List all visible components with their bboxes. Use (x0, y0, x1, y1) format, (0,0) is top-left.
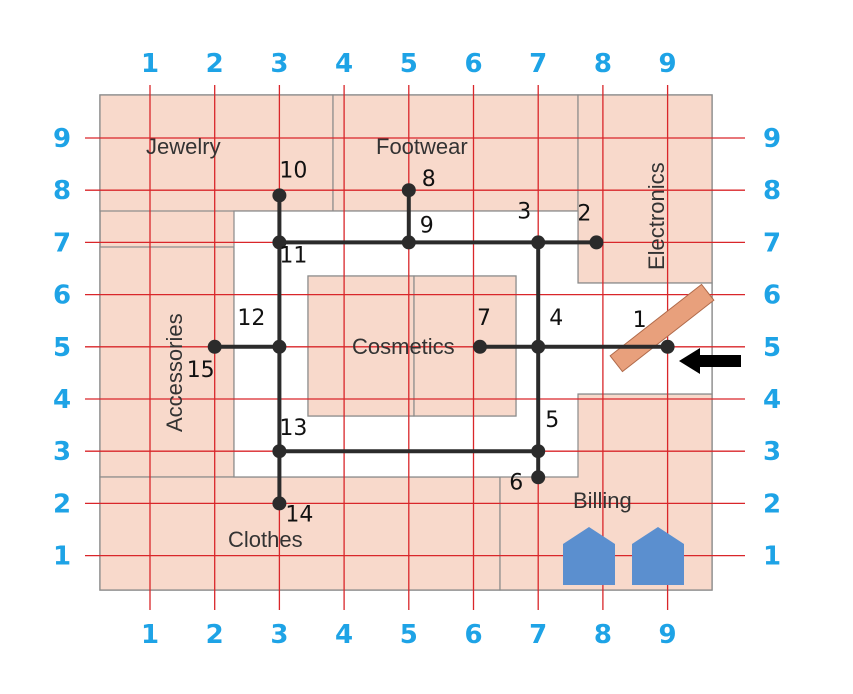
y-tick-label-right: 7 (763, 228, 781, 258)
y-tick-label-left: 4 (53, 385, 71, 415)
path-node (401, 235, 416, 250)
path-node-label: 14 (285, 502, 313, 527)
y-tick-label-right: 9 (763, 124, 781, 154)
path-node-label: 10 (279, 158, 307, 183)
path-node (401, 183, 416, 198)
clothes-label: Clothes (228, 527, 303, 552)
path-node-label: 12 (237, 306, 265, 331)
electronics-area (577, 94, 713, 284)
y-tick-label-left: 6 (53, 281, 71, 311)
y-tick-label-right: 2 (763, 489, 781, 519)
path-node (272, 339, 287, 354)
x-tick-label-top: 8 (594, 49, 612, 79)
footwear-area (332, 94, 579, 212)
x-tick-label-top: 6 (464, 49, 482, 79)
y-tick-label-left: 8 (53, 176, 71, 206)
x-tick-label-bottom: 2 (206, 620, 224, 650)
x-tick-label-top: 9 (659, 49, 677, 79)
path-node (660, 339, 675, 354)
path-node (272, 444, 287, 459)
x-tick-label-top: 3 (270, 49, 288, 79)
x-tick-label-bottom: 8 (594, 620, 612, 650)
path-node-label: 9 (420, 213, 434, 238)
x-tick-label-bottom: 3 (270, 620, 288, 650)
x-tick-label-top: 4 (335, 49, 353, 79)
footwear-label: Footwear (376, 134, 468, 159)
x-tick-label-top: 5 (400, 49, 418, 79)
y-tick-label-left: 5 (53, 333, 71, 363)
x-tick-label-top: 1 (141, 49, 159, 79)
path-node-label: 5 (545, 408, 559, 433)
jewelry-label: Jewelry (146, 134, 221, 159)
path-node (272, 235, 287, 250)
path-node-label: 2 (577, 201, 591, 226)
y-tick-label-right: 5 (763, 333, 781, 363)
x-tick-label-bottom: 1 (141, 620, 159, 650)
x-tick-label-top: 2 (206, 49, 224, 79)
path-node (589, 235, 604, 250)
path-node (531, 470, 546, 485)
x-tick-label-bottom: 4 (335, 620, 353, 650)
house-icon (563, 527, 615, 585)
path-node (472, 339, 487, 354)
left-arrow-icon (679, 348, 741, 374)
y-tick-label-left: 9 (53, 124, 71, 154)
path-node-label: 3 (517, 199, 531, 224)
x-tick-label-bottom: 5 (400, 620, 418, 650)
y-tick-label-left: 7 (53, 228, 71, 258)
y-tick-label-right: 4 (763, 385, 781, 415)
path-node (272, 188, 287, 203)
path-node-label: 6 (509, 470, 523, 495)
clothes-area (99, 476, 501, 591)
y-tick-label-left: 1 (53, 542, 71, 572)
x-tick-label-top: 7 (529, 49, 547, 79)
electronics-label: Electronics (644, 162, 669, 270)
path-node-label: 1 (633, 308, 647, 333)
house-icon (632, 527, 684, 585)
x-tick-label-bottom: 6 (464, 620, 482, 650)
path-node (531, 339, 546, 354)
y-tick-label-left: 2 (53, 489, 71, 519)
path-node-label: 4 (549, 306, 563, 331)
path-edges (212, 188, 670, 506)
y-tick-label-right: 8 (763, 176, 781, 206)
path-node (531, 235, 546, 250)
cosmetics-label: Cosmetics (352, 334, 455, 359)
jewelry-area (99, 94, 334, 212)
y-tick-label-right: 1 (763, 542, 781, 572)
y-tick-label-right: 3 (763, 437, 781, 467)
path-node-label: 11 (279, 243, 307, 268)
billing-counters (563, 527, 684, 585)
path-node-label: 7 (477, 306, 491, 331)
accessories-area (99, 246, 235, 478)
y-tick-label-right: 6 (763, 281, 781, 311)
path-node-label: 13 (279, 416, 307, 441)
path-node-label: 15 (187, 358, 215, 383)
path-node (272, 496, 287, 511)
y-tick-label-left: 3 (53, 437, 71, 467)
entrance-door (609, 283, 715, 373)
accessories-label: Accessories (162, 313, 187, 432)
path-node (207, 339, 222, 354)
billing-label: Billing (573, 488, 632, 513)
path-node (531, 444, 546, 459)
path-node-label: 8 (422, 167, 436, 192)
x-tick-label-bottom: 9 (659, 620, 677, 650)
x-tick-label-bottom: 7 (529, 620, 547, 650)
